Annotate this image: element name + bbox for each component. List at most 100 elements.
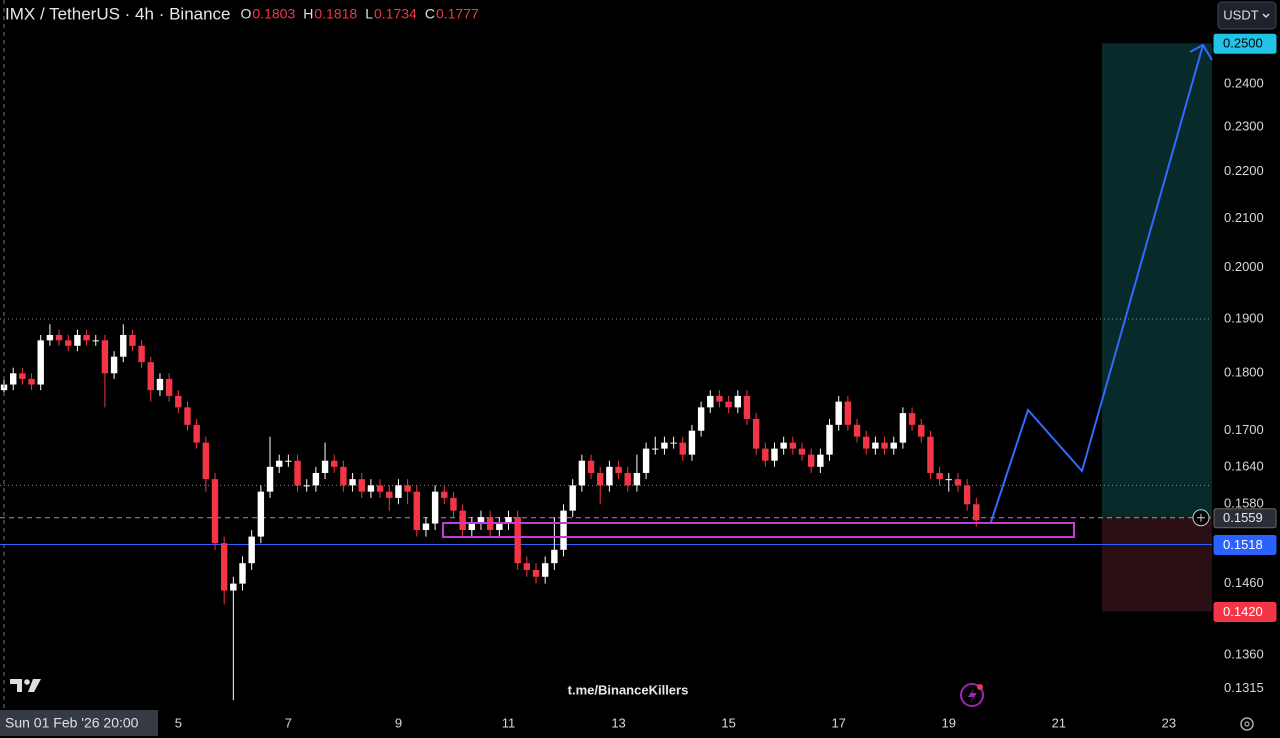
currency-button-label[interactable]: USDT bbox=[1223, 7, 1258, 22]
candle-body bbox=[826, 424, 833, 455]
candle-body bbox=[184, 407, 191, 425]
candle-body bbox=[560, 510, 567, 550]
x-tick-label: 9 bbox=[395, 715, 402, 730]
candle-body bbox=[156, 378, 164, 391]
candle-body bbox=[220, 543, 228, 591]
candle-body bbox=[817, 454, 824, 467]
candle-body bbox=[872, 442, 879, 449]
candle-body bbox=[523, 563, 531, 570]
candle-body bbox=[239, 563, 246, 584]
candle-body bbox=[697, 407, 705, 431]
price-badge-label: 0.1420 bbox=[1223, 604, 1263, 619]
candle-body bbox=[211, 479, 219, 544]
candle-body bbox=[110, 356, 118, 374]
candle-body bbox=[413, 491, 420, 531]
candle-body bbox=[780, 442, 787, 449]
candle-body bbox=[798, 448, 806, 455]
candle-body bbox=[422, 523, 430, 531]
x-tick-label: 19 bbox=[942, 715, 956, 730]
candle-body bbox=[404, 485, 411, 492]
settings-icon[interactable] bbox=[1240, 717, 1254, 731]
candle-body bbox=[853, 424, 861, 437]
candle-body bbox=[881, 442, 888, 449]
candle-body bbox=[688, 430, 696, 455]
alert-icon[interactable] bbox=[960, 683, 984, 707]
add-alert-button[interactable] bbox=[1192, 509, 1210, 527]
candle-body bbox=[285, 460, 292, 462]
candle-body bbox=[431, 491, 439, 524]
y-tick-label: 0.1580 bbox=[1224, 496, 1264, 511]
x-tick-label: 15 bbox=[721, 715, 735, 730]
y-tick-label: 0.2200 bbox=[1224, 163, 1264, 178]
candle-body bbox=[340, 466, 347, 486]
x-tick-label: 23 bbox=[1162, 715, 1176, 730]
candle-body bbox=[652, 448, 659, 450]
candle-body bbox=[19, 373, 26, 379]
candle-body bbox=[358, 479, 365, 492]
price-badge bbox=[1213, 602, 1277, 623]
x-tick-label: 21 bbox=[1052, 715, 1066, 730]
price-badge bbox=[1213, 534, 1277, 555]
demand-zone bbox=[442, 522, 1075, 538]
arrow-head bbox=[1189, 43, 1213, 61]
candle-body bbox=[707, 395, 714, 408]
profit-zone bbox=[1101, 43, 1212, 518]
x-tick-label: 11 bbox=[502, 715, 516, 730]
chart-title: IMX / TetherUS · 4h · Binance bbox=[5, 4, 231, 23]
candle-body bbox=[514, 517, 521, 564]
candle-body bbox=[633, 472, 641, 486]
y-tick-label: 0.2400 bbox=[1224, 76, 1264, 91]
ohlc-key: H bbox=[303, 6, 313, 22]
y-tick-label: 0.1315 bbox=[1224, 680, 1264, 695]
price-badge bbox=[1213, 508, 1277, 529]
candle-body bbox=[505, 517, 512, 524]
candle-body bbox=[248, 536, 255, 564]
x-tick-label: 7 bbox=[285, 715, 292, 730]
candle-body bbox=[376, 485, 384, 492]
background-layer bbox=[0, 43, 1212, 612]
candle-body bbox=[569, 485, 576, 511]
candle-body bbox=[606, 466, 613, 486]
currency-button[interactable] bbox=[1217, 1, 1277, 30]
tv-logo bbox=[10, 679, 41, 692]
candle-body bbox=[477, 517, 485, 524]
candle-body bbox=[193, 424, 200, 443]
crosshair-label-box bbox=[0, 710, 158, 736]
candle-body bbox=[441, 491, 448, 498]
y-tick-label: 0.1900 bbox=[1224, 310, 1264, 325]
candle-body bbox=[936, 472, 943, 480]
candle-body bbox=[294, 460, 301, 486]
candle-body bbox=[450, 497, 457, 511]
candle-body bbox=[578, 460, 586, 486]
candle-body bbox=[138, 345, 145, 363]
ohlc-key: O bbox=[241, 6, 252, 22]
x-tick-label: 5 bbox=[175, 715, 182, 730]
dropdown-caret bbox=[1262, 13, 1270, 18]
candle-body bbox=[642, 448, 650, 473]
main-layer: 0.2400 0.2300 0.2200 0.2100 0.2000 0.1900 0.18… bbox=[0, 76, 1264, 730]
candle-body bbox=[46, 334, 54, 341]
candle-body bbox=[74, 334, 81, 346]
candle-body bbox=[28, 378, 35, 385]
candle-body bbox=[973, 504, 980, 521]
candle-body bbox=[762, 448, 769, 461]
y-tick-label: 0.1800 bbox=[1224, 365, 1264, 380]
x-tick-label: 17 bbox=[831, 715, 845, 730]
candle-body bbox=[734, 395, 742, 408]
candle-body bbox=[963, 485, 971, 505]
add-alert-plus[interactable] bbox=[1197, 513, 1205, 522]
ohlc-value: 0.1777 bbox=[436, 6, 479, 22]
candle-body bbox=[9, 373, 17, 385]
candle-body bbox=[725, 401, 732, 408]
candle-body bbox=[532, 569, 540, 577]
candle-body bbox=[752, 418, 760, 449]
projection-arrow bbox=[990, 44, 1204, 523]
y-tick-label: 0.1360 bbox=[1224, 646, 1264, 661]
candle-body bbox=[165, 378, 173, 396]
candle-body bbox=[496, 523, 503, 531]
candle-body bbox=[844, 401, 852, 425]
candle-body bbox=[899, 413, 907, 443]
